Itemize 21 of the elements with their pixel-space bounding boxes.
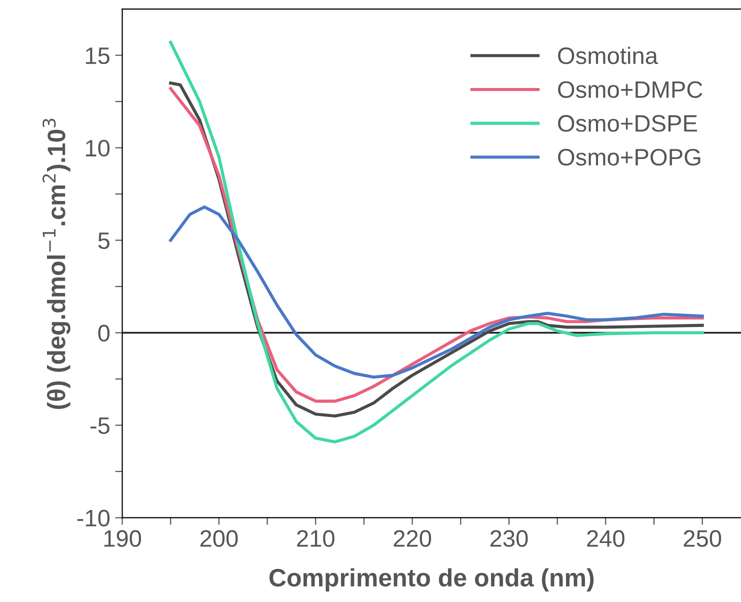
y-axis-title: (θ) (deg.dmol$^{−1}$.cm$^{2}$).10$^{3}$ (42, 118, 70, 410)
x-tick-label: 210 (297, 530, 334, 547)
line-series (169, 40, 704, 444)
legend-label: Osmo+DSPE (558, 115, 697, 132)
x-tick-label: 240 (587, 530, 624, 547)
x-tick-label: 220 (394, 530, 432, 547)
y-tick-label: 15 (86, 48, 110, 64)
y-tick-label: 10 (86, 140, 110, 157)
y-tick-label: -5 (90, 418, 110, 434)
x-tick-label: 200 (200, 530, 238, 547)
x-tick-label: 190 (104, 530, 142, 547)
line-series (169, 205, 704, 379)
x-tick-label: 230 (490, 530, 528, 547)
y-tick-label: 5 (98, 232, 110, 250)
x-axis-title: Comprimento de onda (nm) (269, 568, 594, 592)
y-tick-label: 0 (98, 324, 110, 342)
legend-label: Osmo+POPG (558, 148, 700, 166)
x-tick-label: 250 (684, 530, 722, 547)
legend-label: Osmo+DMPC (558, 81, 702, 98)
y-tick-label: -10 (77, 510, 110, 527)
legend-label: Osmotina (558, 46, 658, 64)
